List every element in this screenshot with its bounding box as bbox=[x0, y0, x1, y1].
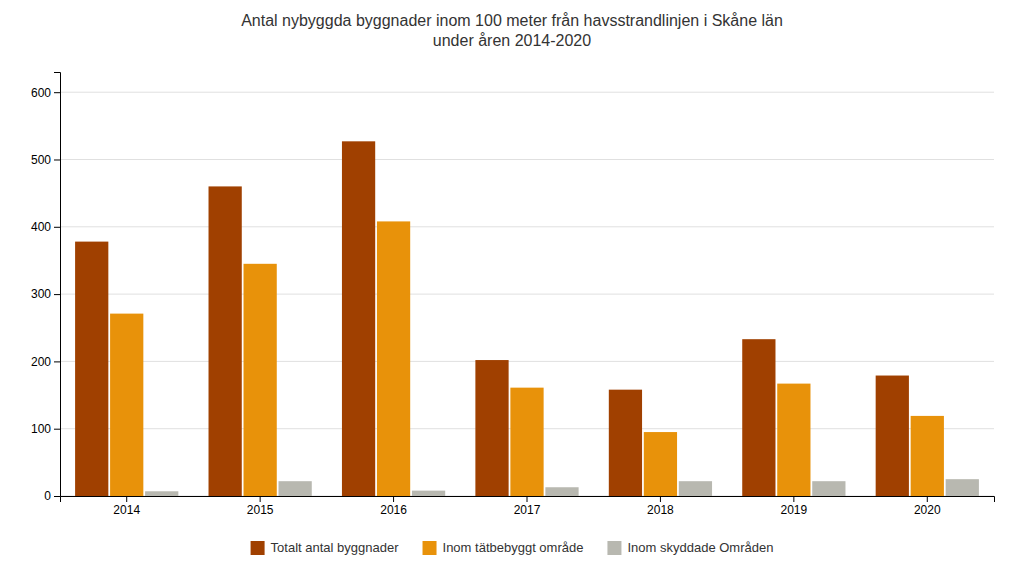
legend-label: Inom skyddade Områden bbox=[627, 540, 773, 555]
x-tick: 2019 bbox=[781, 496, 808, 517]
legend-item: Inom skyddade Områden bbox=[607, 540, 773, 555]
title: Antal nybyggda byggnader inom 100 meter … bbox=[241, 12, 783, 49]
bar bbox=[244, 264, 277, 496]
x-tick-mark bbox=[260, 496, 261, 502]
y-tick: 0 bbox=[44, 489, 60, 503]
bar bbox=[145, 491, 178, 496]
y-tick-label: 100 bbox=[31, 422, 51, 436]
bar bbox=[946, 479, 979, 496]
grid-line bbox=[60, 294, 994, 295]
y-tick: 600 bbox=[31, 86, 60, 100]
legend-label: Inom tätbebyggt område bbox=[443, 540, 584, 555]
bar-series bbox=[145, 479, 979, 496]
legend-item: Inom tätbebyggt område bbox=[423, 540, 584, 555]
x-tick: 2020 bbox=[914, 496, 941, 517]
y-tick: 400 bbox=[31, 220, 60, 234]
grid-line bbox=[60, 361, 994, 362]
x-tick-mark bbox=[927, 496, 928, 502]
bar bbox=[209, 186, 242, 496]
grid-line bbox=[60, 92, 994, 93]
bar bbox=[279, 481, 312, 496]
bar bbox=[876, 376, 909, 496]
x-tick-mark bbox=[126, 496, 127, 502]
x-tick-label: 2020 bbox=[914, 503, 941, 517]
bar bbox=[412, 491, 445, 496]
bar-series bbox=[75, 141, 909, 496]
y-tick-mark bbox=[54, 294, 60, 295]
bar bbox=[742, 339, 775, 496]
x-axis: 2014 2015 2016 2017 2018 2019 2020 bbox=[61, 496, 995, 517]
bar bbox=[510, 388, 543, 496]
bar bbox=[377, 221, 410, 496]
x-tick-mark bbox=[527, 496, 528, 502]
bar-series bbox=[110, 221, 944, 496]
y-tick-label: 300 bbox=[31, 287, 51, 301]
y-tick-mark bbox=[54, 92, 60, 93]
plot-area: 0100200300400500600201420152016201720182… bbox=[31, 73, 995, 517]
y-tick: 200 bbox=[31, 355, 60, 369]
bar bbox=[110, 314, 143, 496]
x-tick-mark bbox=[793, 496, 794, 502]
x-tick-mark bbox=[660, 496, 661, 502]
y-tick-mark bbox=[54, 159, 60, 160]
bar bbox=[342, 141, 375, 496]
x-tick-label: 2018 bbox=[647, 503, 674, 517]
chart: Antal nybyggda byggnader inom 100 meter … bbox=[0, 0, 1024, 576]
legend-swatch bbox=[423, 541, 437, 555]
bar bbox=[911, 416, 944, 496]
y-tick-label: 500 bbox=[31, 153, 51, 167]
x-tick: 2017 bbox=[514, 496, 541, 517]
grid-line bbox=[60, 226, 994, 227]
y-axis-line bbox=[54, 73, 61, 497]
bar bbox=[812, 481, 845, 496]
x-tick: 2016 bbox=[380, 496, 407, 517]
x-axis-line bbox=[61, 497, 995, 503]
legend-label: Totalt antal byggnader bbox=[271, 540, 400, 555]
x-tick-label: 2016 bbox=[380, 503, 407, 517]
y-tick-mark bbox=[54, 361, 60, 362]
bar bbox=[644, 432, 677, 496]
x-tick: 2018 bbox=[647, 496, 674, 517]
x-tick: 2015 bbox=[247, 496, 274, 517]
bar bbox=[679, 481, 712, 496]
y-tick-label: 0 bbox=[44, 489, 51, 503]
bar bbox=[475, 360, 508, 496]
bar bbox=[777, 384, 810, 496]
y-tick: 300 bbox=[31, 287, 60, 301]
y-tick-label: 600 bbox=[31, 86, 51, 100]
x-tick-label: 2015 bbox=[247, 503, 274, 517]
y-axis: 0 100 200 300 400 500 600 bbox=[31, 73, 61, 504]
legend-swatch bbox=[251, 541, 265, 555]
y-tick-mark bbox=[54, 227, 60, 228]
y-tick-label: 400 bbox=[31, 220, 51, 234]
bar bbox=[545, 487, 578, 496]
y-tick-mark bbox=[54, 496, 60, 497]
y-tick-mark bbox=[54, 429, 60, 430]
bar bbox=[609, 390, 642, 496]
legend: Totalt antal byggnader Inom tätbebyggt om… bbox=[251, 540, 774, 555]
y-tick-label: 200 bbox=[31, 355, 51, 369]
x-tick-mark bbox=[393, 496, 394, 502]
bars bbox=[75, 141, 979, 496]
grid-line bbox=[60, 159, 994, 160]
x-tick-label: 2014 bbox=[113, 503, 140, 517]
x-tick-label: 2019 bbox=[781, 503, 808, 517]
legend-item: Totalt antal byggnader bbox=[251, 540, 400, 555]
y-tick: 100 bbox=[31, 422, 60, 436]
y-tick: 500 bbox=[31, 153, 60, 167]
bar bbox=[75, 242, 108, 496]
legend-swatch bbox=[607, 541, 621, 555]
x-tick: 2014 bbox=[113, 496, 140, 517]
x-tick-label: 2017 bbox=[514, 503, 541, 517]
grid bbox=[60, 92, 994, 496]
